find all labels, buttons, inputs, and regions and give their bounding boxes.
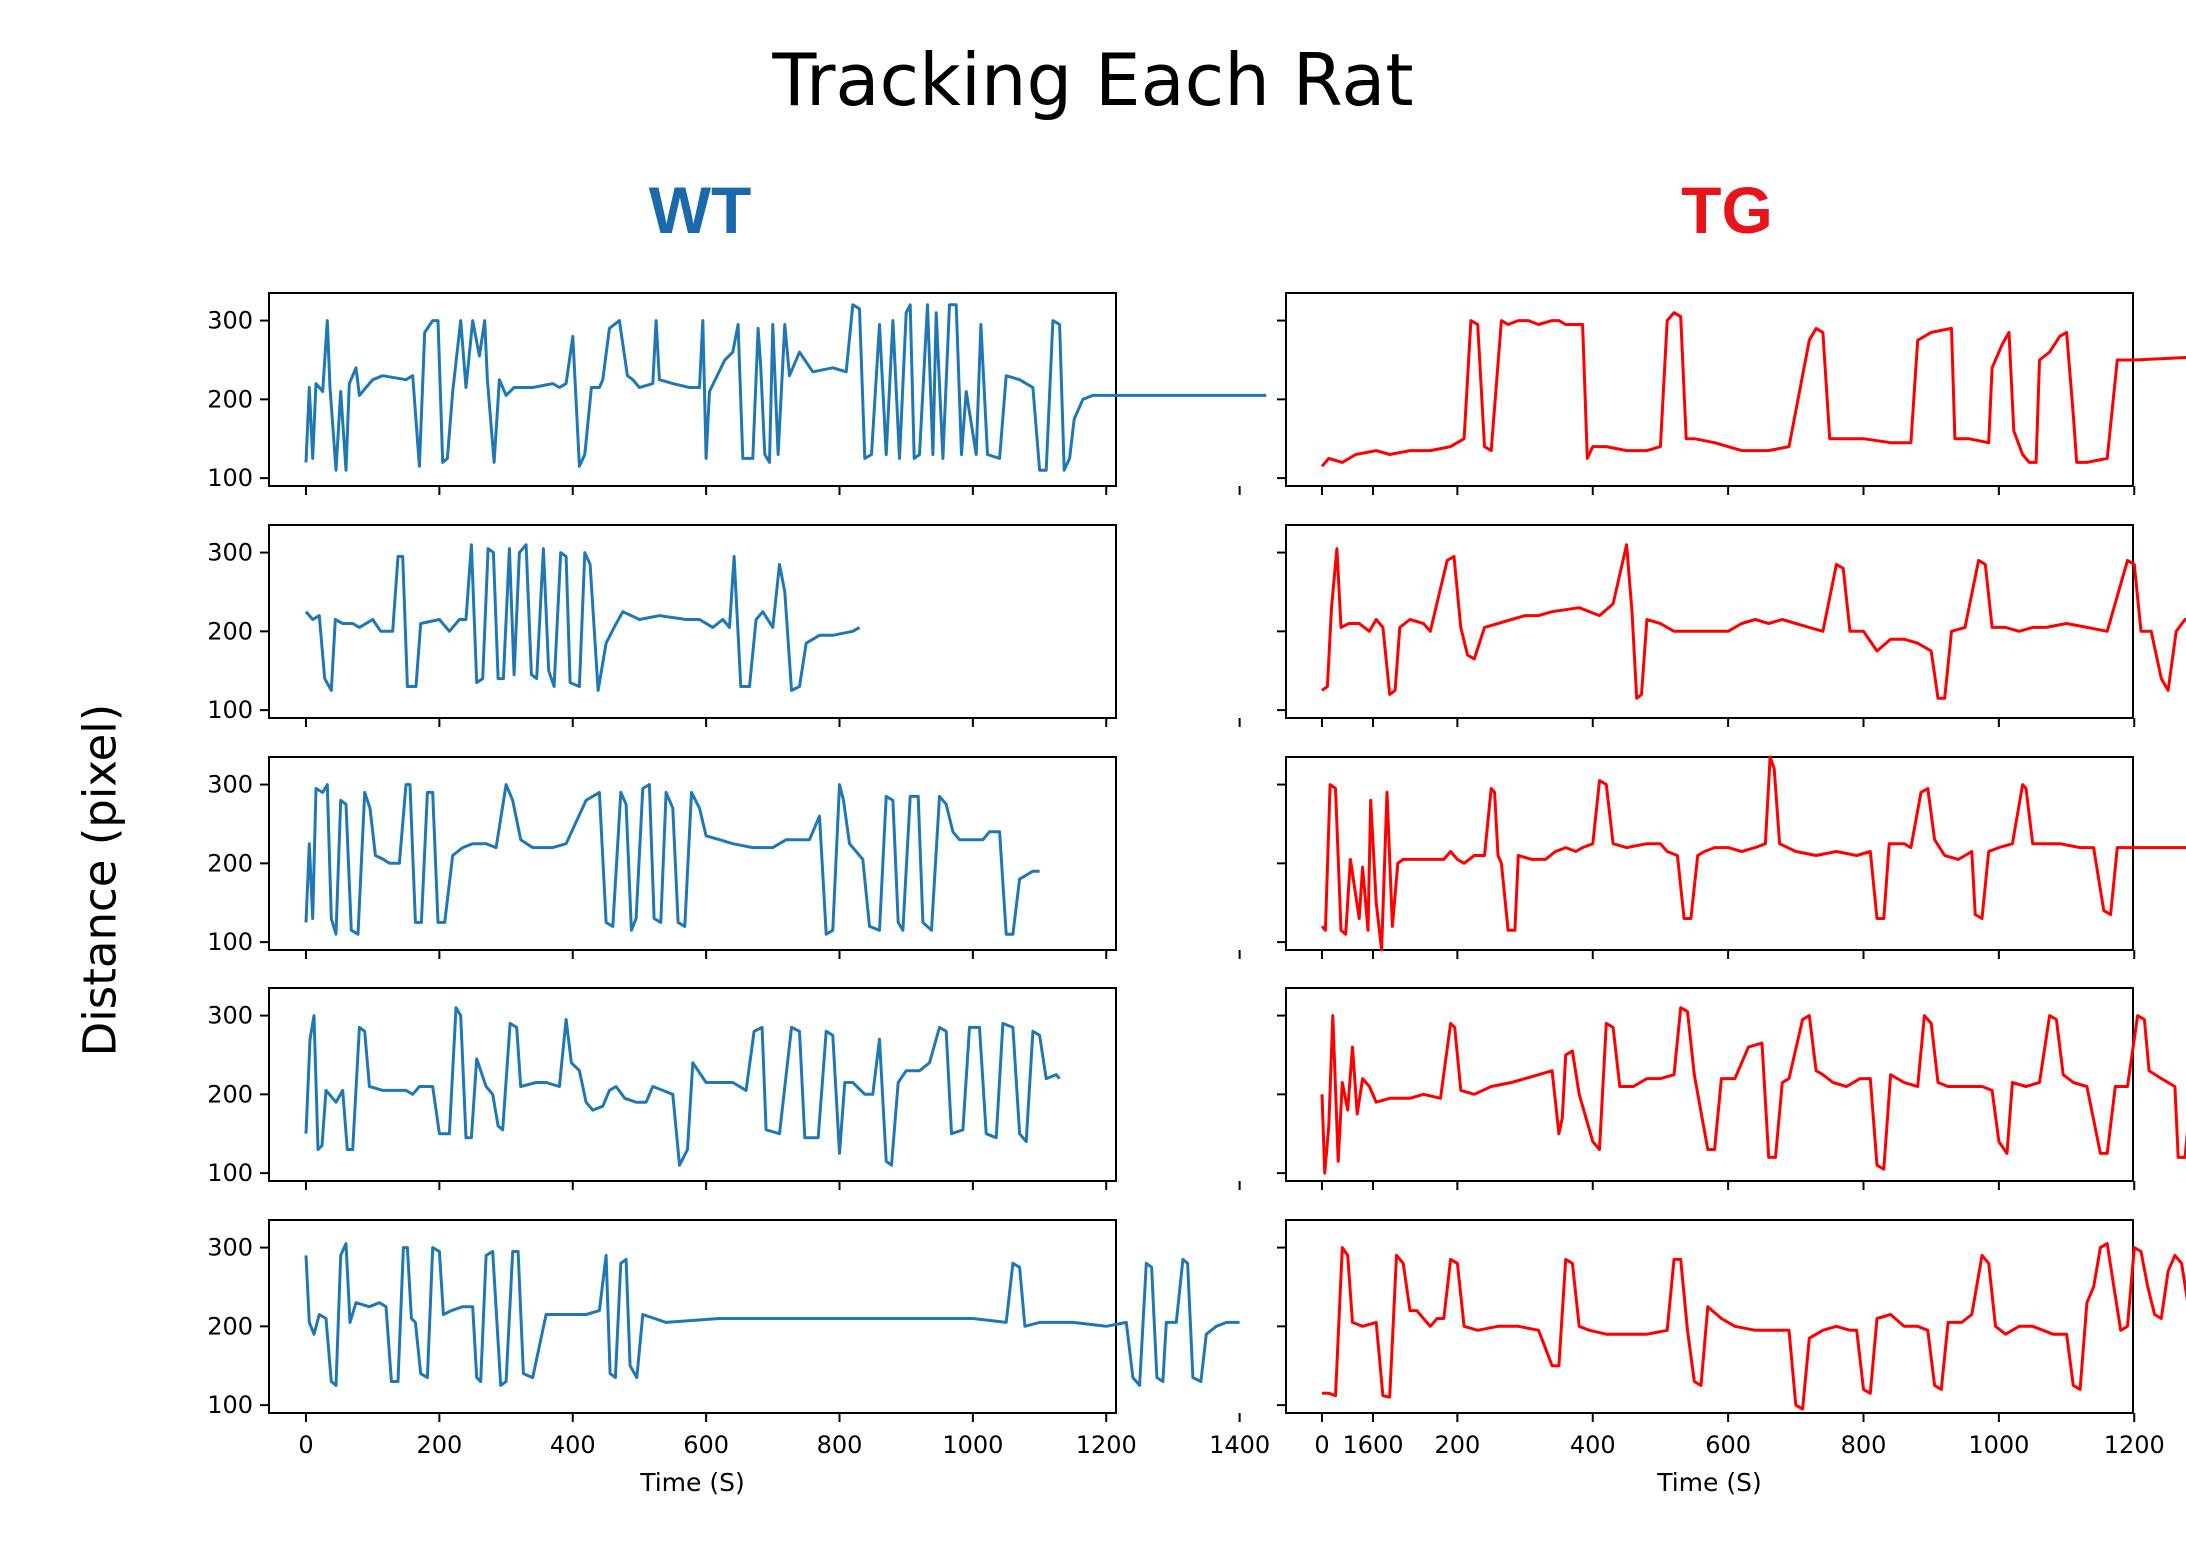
wt-subplot-1: 100 200 300 [207,292,1374,495]
wt-subplot-4: 100 200 300 [207,987,1374,1190]
x-tick-label: 800 [1841,1431,1887,1459]
plot-frame [268,292,1117,487]
distance-series-line [304,543,861,692]
wt-subplot-5: 100 200 300 0 200 400 600 800 1000 1200 1400 1600 Ti… [207,1219,1404,1497]
wt-group-title: WT [648,173,752,247]
x-tick-label: 1200 [2104,1431,2165,1459]
y-tick-label: 300 [207,1234,253,1262]
tg-subplot-3 [1277,755,2186,959]
x-tick-label: 600 [683,1431,729,1459]
y-tick-label: 200 [207,385,253,413]
x-tick-label: 600 [1705,1431,1751,1459]
x-tick-label: 1400 [1209,1431,1270,1459]
plot-frame [1285,987,2134,1182]
y-tick-label: 300 [207,771,253,799]
y-tick-label: 100 [207,696,253,724]
y-tick-label: 100 [207,928,253,956]
x-tick-label: 1000 [1968,1431,2029,1459]
tg-subplot-1 [1277,292,2186,495]
distance-series-line [304,783,1040,936]
x-tick-label: 0 [298,1431,313,1459]
wt-subplot-3: 100 200 300 [207,756,1374,959]
plot-frame [268,1219,1117,1414]
figure-title: Tracking Each Rat [772,38,1414,122]
x-tick-label: 400 [550,1431,596,1459]
tg-group-title: TG [1681,173,1773,247]
plot-frame [1285,1219,2134,1414]
y-tick-label: 200 [207,849,253,877]
distance-series-line [304,1006,1061,1167]
y-tick-label: 100 [207,1391,253,1419]
x-tick-label: 400 [1570,1431,1616,1459]
distance-series-line [304,1242,1240,1387]
x-tick-label: 1200 [1076,1431,1137,1459]
x-tick-label: 1000 [942,1431,1003,1459]
x-axis-label: Time (S) [639,1468,745,1497]
plot-frame [1285,524,2134,719]
distance-series-line [1320,755,2186,952]
distance-series-line [1320,311,2186,468]
tg-subplot-4 [1277,987,2186,1190]
distance-series-line [304,303,1267,472]
y-tick-label: 200 [207,1080,253,1108]
x-tick-label: 1600 [1342,1431,1403,1459]
tg-subplot-2 [1277,524,2186,727]
y-tick-label: 100 [207,1159,253,1187]
distance-series-line [1320,1006,2186,1175]
x-tick-label: 0 [1314,1431,1329,1459]
x-tick-label: 800 [817,1431,863,1459]
plot-frame [268,756,1117,951]
x-axis-label: Time (S) [1656,1468,1762,1497]
plot-frame [268,524,1117,719]
y-tick-label: 100 [207,464,253,492]
wt-subplot-2: 100 200 300 [207,524,1374,727]
y-tick-label: 300 [207,307,253,335]
y-tick-label: 300 [207,539,253,567]
plot-frame [1285,756,2134,951]
plot-frame [268,987,1117,1182]
distance-series-line [1322,1242,2186,1411]
y-tick-label: 200 [207,617,253,645]
y-tick-label: 300 [207,1002,253,1030]
y-tick-label: 200 [207,1312,253,1340]
x-tick-label: 200 [416,1431,462,1459]
distance-series-line [1321,543,2186,700]
x-tick-label: 200 [1434,1431,1480,1459]
plot-frame [1285,292,2134,487]
